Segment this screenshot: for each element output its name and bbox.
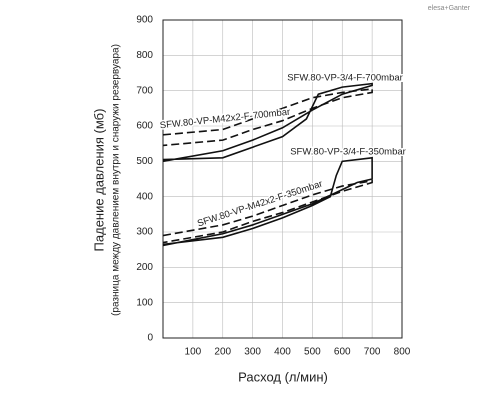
x-tick-label: 100: [185, 347, 202, 358]
x-tick-label: 800: [394, 347, 411, 358]
x-tick-label: 200: [214, 347, 231, 358]
brand: elesa+Ganter: [428, 5, 471, 12]
y-tick-label: 600: [136, 121, 153, 132]
series-line: [162, 156, 373, 247]
x-tick-label: 700: [364, 347, 381, 358]
series-line: [162, 82, 373, 163]
y-tick-label: 900: [136, 15, 153, 26]
y-axis-label: Падение давления (мб): [91, 109, 106, 252]
x-tick-label: 300: [244, 347, 261, 358]
y-tick-label: 300: [136, 227, 153, 238]
y-tick-label: 400: [136, 191, 153, 202]
series-line: [162, 179, 373, 244]
series-label: SFW.80-VP-3/4-F-700mbar: [287, 73, 403, 84]
series-line: [162, 87, 373, 147]
y-tick-label: 0: [147, 333, 153, 344]
x-tick-label: 600: [334, 347, 351, 358]
y-tick-label: 200: [136, 262, 153, 273]
x-axis-label: Расход (л/мин): [238, 369, 328, 384]
y-tick-label: 800: [136, 50, 153, 61]
x-tick-label: 500: [304, 347, 321, 358]
y-tick-label: 500: [136, 156, 153, 167]
series-label: SFW.80-VP-3/4-F-350mbar: [290, 147, 406, 158]
x-tick-label: 400: [274, 347, 291, 358]
y-tick-label: 700: [136, 85, 153, 96]
series-label: SFW.80-VP-M42x2-F-700mbar: [159, 107, 290, 132]
y-axis-sublabel: (разница между давлением внутри и снаруж…: [111, 44, 122, 316]
y-tick-label: 100: [136, 297, 153, 308]
plot-frame: [162, 19, 403, 339]
